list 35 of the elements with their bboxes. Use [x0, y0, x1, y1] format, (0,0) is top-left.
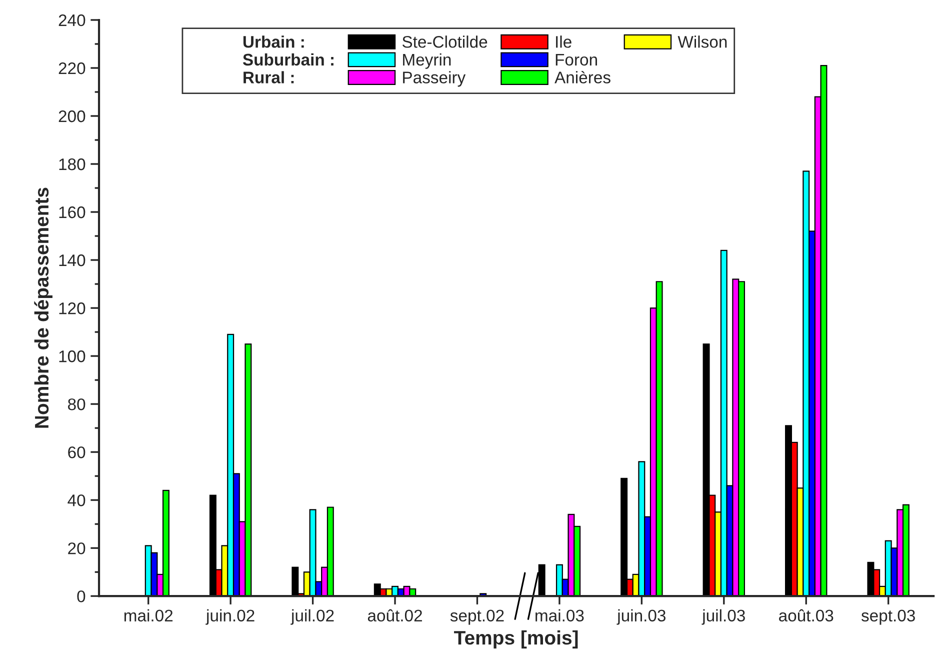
x-tick-label: août.02	[368, 609, 422, 622]
x-axis-title: Temps [mois]	[454, 630, 578, 648]
y-tick-label: 20	[68, 542, 86, 554]
legend-label: Ste-Clotilde	[402, 36, 488, 48]
x-tick-label: juil.02	[290, 609, 334, 625]
y-tick-label: 140	[59, 254, 86, 266]
legend-label: Passeiry	[403, 71, 466, 87]
x-tick-label: août.03	[779, 609, 834, 622]
x-tick-label: juil.03	[702, 609, 745, 625]
x-tick-label: mai.03	[536, 609, 584, 622]
y-tick-label: 60	[68, 446, 86, 458]
x-tick-label: sept.02	[450, 610, 504, 625]
y-tick-label: 120	[59, 302, 86, 314]
x-tick-label: sept.03	[861, 610, 915, 625]
x-tick-label: juin.03	[616, 609, 666, 625]
y-axis-title: Nombre de dépassements	[34, 188, 52, 428]
legend-label: Anières	[554, 70, 610, 84]
y-tick-label: 100	[59, 350, 86, 362]
y-tick-label: 0	[77, 590, 86, 602]
legend-label: Foron	[556, 54, 597, 66]
annotation: Urbain :	[243, 36, 304, 48]
annotation: Suburbain :	[242, 53, 334, 66]
x-tick-label: mai.02	[124, 609, 173, 622]
y-tick-label: 200	[58, 110, 86, 122]
legend-label: Ile	[556, 36, 572, 48]
y-tick-label: 220	[58, 62, 86, 74]
y-tick-label: 160	[59, 206, 86, 218]
y-tick-label: 80	[68, 398, 86, 410]
x-tick-label: juin.02	[206, 609, 254, 625]
y-tick-label: 180	[59, 158, 86, 170]
y-tick-label: 240	[58, 14, 86, 26]
y-tick-label: 40	[68, 494, 86, 506]
annotation: Rural :	[244, 71, 294, 84]
legend-label: Wilson	[678, 36, 727, 48]
legend-label: Meyrin	[403, 53, 451, 69]
